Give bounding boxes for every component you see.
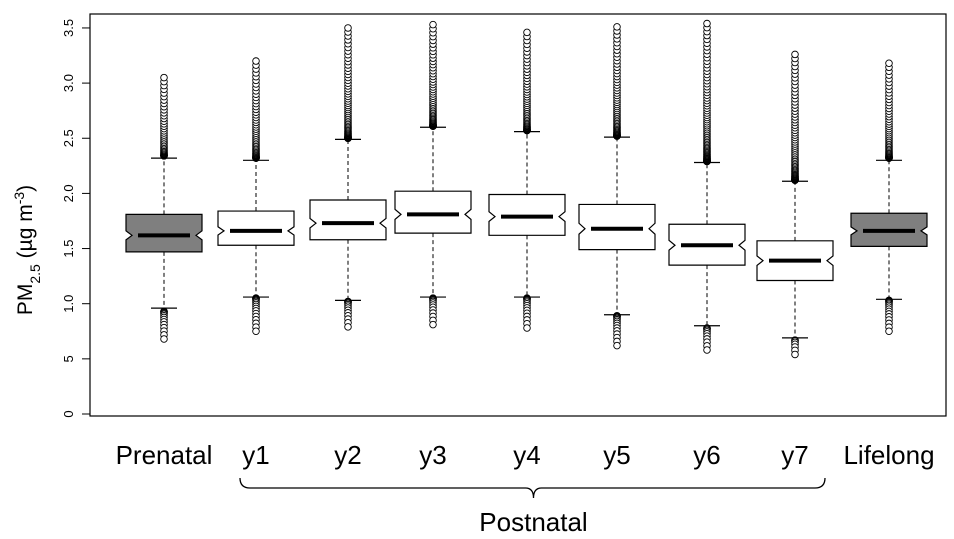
x-tick-label: y5 — [603, 440, 630, 470]
outlier-point-low — [252, 327, 260, 336]
x-tick-label: y3 — [419, 440, 446, 470]
box-body — [309, 199, 387, 241]
box-prenatal — [125, 73, 203, 343]
x-tick-label: Lifelong — [843, 440, 934, 470]
plot-frame — [89, 13, 947, 417]
y-tick-label: 1.5 — [61, 240, 76, 258]
y-tick-label: 0 — [61, 410, 76, 417]
outlier-point-low — [613, 341, 621, 350]
box-body — [125, 213, 203, 253]
outlier-point-high — [344, 24, 352, 32]
outlier-point-high — [523, 28, 531, 37]
outlier-point-low — [523, 324, 531, 332]
box-y2 — [309, 24, 387, 331]
box-body — [394, 190, 472, 234]
y-axis-label-unit: (µg m — [14, 204, 37, 264]
y-axis-label-main: PM — [14, 284, 37, 316]
box-y4 — [488, 28, 566, 332]
box-y6 — [668, 19, 746, 354]
box-y3 — [394, 20, 472, 329]
y-tick-label: 3.0 — [61, 74, 76, 92]
outlier-point-high — [703, 19, 711, 28]
y-axis-label: PM2.5 (µg m-3) — [11, 185, 43, 315]
bracket-label: Postnatal — [479, 507, 587, 537]
y-axis: 0 5 1.0 1.5 2.0 2.5 3.0 3.5 — [61, 19, 90, 418]
box-y5 — [578, 23, 656, 350]
box-body — [217, 210, 295, 246]
x-tick-label: y2 — [334, 440, 361, 470]
x-tick-label: Prenatal — [116, 440, 213, 470]
boxes — [125, 19, 928, 359]
y-tick-label: 2.0 — [61, 184, 76, 202]
box-lifelong — [850, 59, 928, 336]
outlier-point-low — [885, 327, 893, 336]
outlier-point-low — [703, 346, 711, 354]
outlier-point-low — [429, 320, 437, 329]
outlier-point-high — [885, 59, 893, 67]
postnatal-bracket: Postnatal — [239, 477, 826, 537]
outlier-point-low — [160, 335, 168, 343]
y-tick-label: 2.5 — [61, 129, 76, 147]
outlier-point-high — [791, 50, 799, 59]
x-tick-label: y4 — [513, 440, 540, 470]
outlier-point-high — [613, 23, 621, 31]
outlier-point-high — [429, 20, 437, 29]
bracket-line — [239, 477, 826, 499]
y-tick-label: 5 — [61, 355, 76, 362]
y-axis-label-subscript: 2.5 — [27, 264, 43, 284]
box-y1 — [217, 57, 295, 336]
x-tick-label: y7 — [781, 440, 808, 470]
y-axis-label-superscript: -3 — [11, 192, 27, 205]
x-axis: Prenatal y1 y2 y3 y4 y5 y6 y7 Lifelong — [116, 440, 935, 470]
box-y7 — [756, 50, 834, 359]
y-tick-label: 1.0 — [61, 295, 76, 313]
outlier-point-high — [160, 73, 168, 82]
outlier-point-low — [791, 350, 799, 359]
x-tick-label: y1 — [242, 440, 269, 470]
outlier-point-high — [252, 57, 260, 65]
y-axis-label-unit-close: ) — [14, 185, 37, 192]
x-tick-label: y6 — [693, 440, 720, 470]
y-tick-label: 3.5 — [61, 19, 76, 37]
outlier-point-low — [344, 323, 352, 331]
